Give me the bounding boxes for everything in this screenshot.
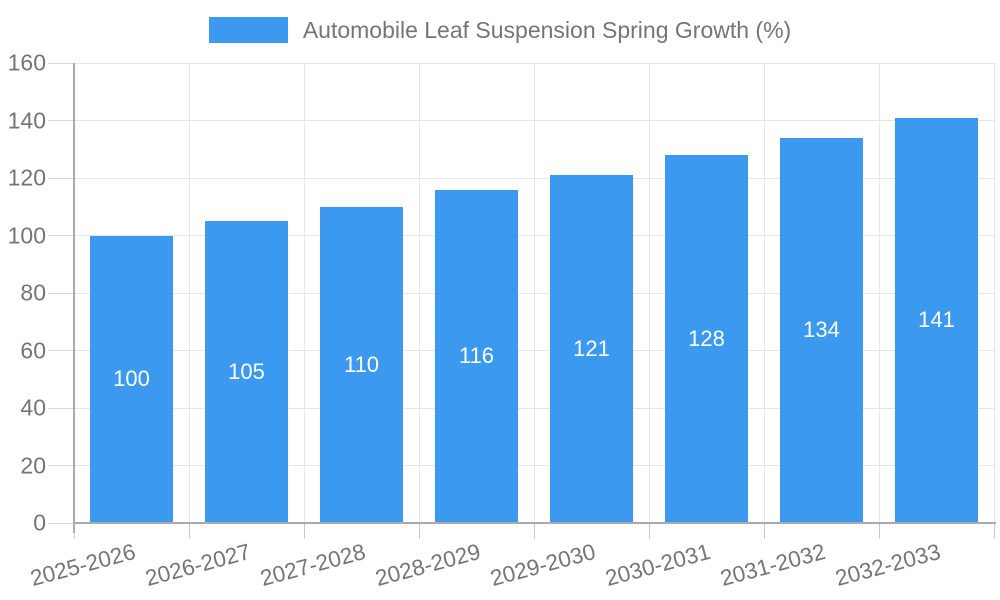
- bar[interactable]: 141: [895, 117, 978, 523]
- gridline-v: [188, 63, 190, 523]
- x-tick-label: 2031-2032: [717, 539, 828, 591]
- x-axis-tick: [303, 523, 305, 539]
- y-axis-tick: [48, 407, 74, 409]
- x-axis-tick: [648, 523, 650, 539]
- x-tick-label: 2028-2029: [372, 539, 483, 591]
- x-axis-tick: [533, 523, 535, 539]
- x-axis-tick: [993, 523, 995, 539]
- x-tick-label: 2026-2027: [142, 539, 253, 591]
- x-axis-tick: [418, 523, 420, 539]
- bar[interactable]: 105: [205, 221, 288, 523]
- y-tick-label: 100: [7, 222, 46, 248]
- bar[interactable]: 110: [320, 206, 403, 523]
- y-tick-label: 80: [20, 279, 46, 306]
- bar[interactable]: 100: [90, 235, 173, 523]
- y-tick-label: 40: [20, 394, 46, 421]
- bar-value-label: 100: [113, 366, 150, 392]
- y-axis-tick: [48, 177, 74, 179]
- bar[interactable]: 121: [550, 175, 633, 523]
- bar[interactable]: 128: [665, 155, 748, 523]
- x-tick-label: 2027-2028: [257, 539, 368, 591]
- chart-legend[interactable]: Automobile Leaf Suspension Spring Growth…: [0, 17, 1000, 43]
- x-axis-tick: [188, 523, 190, 539]
- y-axis-tick: [48, 350, 74, 351]
- x-axis-tick: [878, 523, 880, 539]
- bar-value-label: 128: [688, 326, 725, 351]
- gridline-v: [648, 63, 650, 523]
- x-axis-tick: [763, 523, 765, 539]
- plot-area: 0 20 40 60 80 100 120 140 160 100 2025-2026 105 2026…: [8, 50, 996, 591]
- y-axis-line: [73, 63, 75, 533]
- y-tick-label: 20: [20, 452, 46, 478]
- y-axis-tick: [48, 235, 74, 236]
- legend-label: Automobile Leaf Suspension Spring Growth…: [302, 17, 792, 43]
- y-axis-tick: [48, 465, 74, 466]
- gridline-v: [533, 63, 535, 523]
- bar-value-label: 116: [458, 343, 495, 369]
- x-tick-label: 2025-2026: [27, 539, 138, 591]
- bar-value-label: 105: [228, 359, 265, 385]
- y-tick-label: 120: [7, 164, 46, 191]
- gridline-v: [763, 63, 765, 523]
- bar-value-label: 121: [573, 336, 610, 362]
- y-tick-label: 0: [33, 509, 46, 536]
- y-axis-tick: [48, 292, 74, 294]
- y-axis-tick: [48, 62, 74, 64]
- y-tick-label: 140: [7, 107, 46, 133]
- bar-value-label: 141: [918, 307, 955, 333]
- gridline-v: [993, 63, 995, 523]
- y-tick-label: 160: [7, 49, 46, 76]
- y-tick-label: 60: [20, 337, 46, 363]
- x-tick-label: 2032-2033: [832, 539, 943, 591]
- x-tick-label: 2030-2031: [602, 539, 713, 591]
- legend-swatch: [208, 17, 288, 43]
- gridline-v: [303, 63, 305, 523]
- bar-value-label: 134: [803, 317, 840, 343]
- y-axis-tick: [48, 522, 74, 524]
- bar[interactable]: 116: [435, 189, 518, 523]
- bar-value-label: 110: [343, 351, 380, 377]
- gridline-v: [418, 63, 420, 523]
- x-axis-line: [73, 522, 996, 524]
- gridline-v: [878, 63, 880, 523]
- bar[interactable]: 134: [780, 137, 863, 523]
- x-tick-label: 2029-2030: [487, 539, 598, 591]
- y-axis-tick: [48, 120, 74, 121]
